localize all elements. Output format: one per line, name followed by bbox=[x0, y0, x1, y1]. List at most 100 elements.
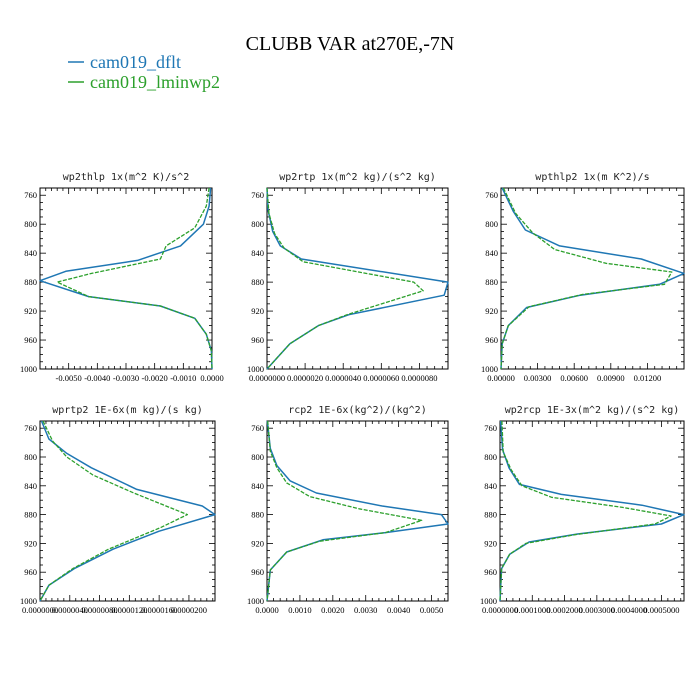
y-tick-label: 1000 bbox=[480, 596, 497, 606]
x-tick-label: 0.0000200 bbox=[171, 605, 207, 615]
figure-title: CLUBB VAR at270E,-7N bbox=[246, 33, 455, 55]
y-tick-label: 840 bbox=[24, 248, 37, 258]
y-tick-label: 960 bbox=[24, 335, 37, 345]
panel-6: wp2rcp 1E-3x(m^2 kg)/(s^2 kg) 760 800 840 88… bbox=[480, 405, 685, 615]
legend-label-dflt: cam019_dflt bbox=[90, 52, 181, 72]
y-tick-label: 960 bbox=[251, 335, 264, 345]
series-line-cam019_lminwp2 bbox=[266, 420, 423, 602]
y-tick-label: 960 bbox=[251, 567, 264, 577]
x-tick-label: -0.0040 bbox=[84, 373, 110, 383]
x-tick-label: 0.0003000 bbox=[579, 605, 615, 615]
y-tick-label: 760 bbox=[251, 190, 264, 200]
x-tick-label: 0.00600 bbox=[560, 373, 588, 383]
series-line-cam019_lminwp2 bbox=[499, 420, 672, 602]
panel-2: wp2rtp 1x(m^2 kg)/(s^2 kg) 760 800 840 880 92… bbox=[247, 172, 449, 383]
series-line-cam019_dflt bbox=[266, 420, 449, 602]
x-tick-label: -0.0030 bbox=[113, 373, 139, 383]
series-line-cam019_lminwp2 bbox=[500, 187, 673, 370]
x-tick-label: 0.0000060 bbox=[363, 373, 399, 383]
y-tick-label: 960 bbox=[24, 567, 37, 577]
x-tick-label: 0.0000080 bbox=[401, 373, 437, 383]
panel-3: wpthlp2 1x(m K^2)/s 760 800 840 880 920 960 100… bbox=[481, 172, 685, 383]
series-line-cam019_dflt bbox=[500, 187, 685, 370]
y-tick-label: 1000 bbox=[481, 364, 498, 374]
y-tick-label: 960 bbox=[484, 567, 497, 577]
x-tick-label: 0.0000000 bbox=[482, 605, 518, 615]
y-tick-label: 800 bbox=[485, 219, 498, 229]
panel-title: wpthlp2 1x(m K^2)/s bbox=[535, 172, 649, 183]
y-tick-label: 1000 bbox=[247, 596, 264, 606]
panel-title: wp2thlp 1x(m^2 K)/s^2 bbox=[63, 172, 189, 183]
x-tick-label: 0.0000040 bbox=[52, 605, 88, 615]
x-tick-label: 0.0005000 bbox=[643, 605, 679, 615]
plot-frame bbox=[266, 420, 449, 602]
panel-title: wp2rcp 1E-3x(m^2 kg)/(s^2 kg) bbox=[505, 405, 680, 416]
y-tick-label: 880 bbox=[24, 277, 37, 287]
y-tick-label: 880 bbox=[485, 277, 498, 287]
x-tick-label: 0.0000000 bbox=[249, 373, 285, 383]
y-tick-label: 880 bbox=[484, 510, 497, 520]
x-tick-label: 0.0000000 bbox=[22, 605, 58, 615]
x-tick-label: 0.0000080 bbox=[82, 605, 118, 615]
panel-5: rcp2 1E-6x(kg^2)/(kg^2) 760 800 840 880 920 96… bbox=[247, 405, 449, 615]
y-tick-label: 920 bbox=[251, 306, 264, 316]
series-line-cam019_lminwp2 bbox=[39, 420, 189, 602]
y-tick-label: 760 bbox=[24, 423, 37, 433]
y-tick-label: 760 bbox=[251, 423, 264, 433]
x-tick-label: 0.00300 bbox=[524, 373, 552, 383]
x-tick-label: 0.00000 bbox=[487, 373, 515, 383]
y-tick-label: 840 bbox=[485, 248, 498, 258]
plot-frame bbox=[266, 187, 449, 370]
y-tick-label: 920 bbox=[484, 538, 497, 548]
x-tick-label: 0.0000120 bbox=[111, 605, 147, 615]
y-tick-label: 880 bbox=[24, 510, 37, 520]
y-tick-label: 800 bbox=[484, 452, 497, 462]
legend: cam019_dflt cam019_lminwp2 bbox=[68, 52, 220, 92]
y-tick-label: 800 bbox=[251, 219, 264, 229]
y-tick-label: 920 bbox=[24, 306, 37, 316]
x-tick-label: -0.0050 bbox=[56, 373, 82, 383]
x-tick-label: 0.00900 bbox=[597, 373, 625, 383]
y-tick-label: 760 bbox=[484, 423, 497, 433]
y-tick-label: 800 bbox=[24, 452, 37, 462]
x-tick-label: 0.0000 bbox=[255, 605, 278, 615]
x-tick-label: 0.0010 bbox=[288, 605, 311, 615]
x-tick-label: 0.0030 bbox=[354, 605, 377, 615]
x-tick-label: 0.0002000 bbox=[546, 605, 582, 615]
y-tick-label: 760 bbox=[24, 190, 37, 200]
y-tick-label: 800 bbox=[251, 452, 264, 462]
x-tick-label: 0.0040 bbox=[387, 605, 410, 615]
y-tick-label: 840 bbox=[24, 481, 37, 491]
y-tick-label: 1000 bbox=[247, 364, 264, 374]
y-tick-label: 960 bbox=[485, 335, 498, 345]
y-tick-label: 800 bbox=[24, 219, 37, 229]
x-tick-label: 0.0000020 bbox=[287, 373, 323, 383]
plot-frame bbox=[39, 187, 213, 370]
panel-1: wp2thlp 1x(m^2 K)/s^2 760 800 840 880 920 960 1… bbox=[20, 172, 224, 383]
series-line-cam019_lminwp2 bbox=[56, 187, 213, 370]
y-tick-label: 840 bbox=[251, 248, 264, 258]
series-line-cam019_dflt bbox=[39, 187, 213, 370]
panel-title: wprtp2 1E-6x(m kg)/(s kg) bbox=[52, 405, 203, 416]
y-tick-label: 920 bbox=[485, 306, 498, 316]
y-tick-label: 1000 bbox=[20, 596, 37, 606]
x-tick-label: 0.0004000 bbox=[611, 605, 647, 615]
y-tick-label: 840 bbox=[484, 481, 497, 491]
y-tick-label: 840 bbox=[251, 481, 264, 491]
x-tick-label: 0.0000040 bbox=[325, 373, 361, 383]
x-tick-label: 0.0000 bbox=[200, 373, 223, 383]
x-tick-label: 0.01200 bbox=[634, 373, 662, 383]
y-tick-label: 920 bbox=[24, 538, 37, 548]
plot-frame bbox=[499, 420, 685, 602]
series-line-cam019_dflt bbox=[499, 420, 685, 602]
y-tick-label: 880 bbox=[251, 277, 264, 287]
y-tick-label: 920 bbox=[251, 538, 264, 548]
series-line-cam019_lminwp2 bbox=[266, 187, 424, 370]
panel-title: wp2rtp 1x(m^2 kg)/(s^2 kg) bbox=[279, 172, 436, 183]
x-tick-label: 0.0000160 bbox=[141, 605, 177, 615]
series-line-cam019_dflt bbox=[266, 187, 449, 370]
x-tick-label: -0.0010 bbox=[170, 373, 196, 383]
panel-4: wprtp2 1E-6x(m kg)/(s kg) 760 800 840 880 920… bbox=[20, 405, 216, 615]
x-tick-label: -0.0020 bbox=[142, 373, 168, 383]
